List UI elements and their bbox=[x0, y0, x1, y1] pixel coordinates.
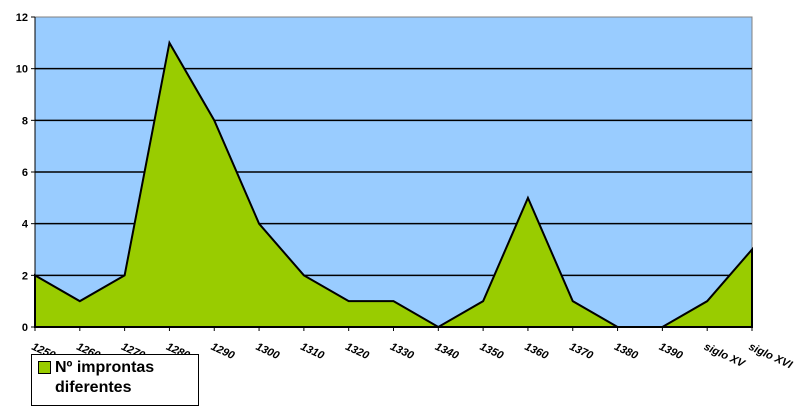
y-tick-label: 0 bbox=[22, 322, 28, 334]
y-axis-ticks: 0 2 4 6 8 10 12 bbox=[16, 12, 35, 334]
x-tick-label: 1380 bbox=[612, 341, 640, 363]
y-tick-label: 12 bbox=[16, 12, 28, 24]
x-tick-label: 1310 bbox=[299, 341, 327, 363]
series-area-fill bbox=[34, 40, 753, 329]
y-tick-label: 8 bbox=[22, 115, 28, 127]
x-tick-label: 1300 bbox=[254, 341, 282, 363]
legend-swatch bbox=[38, 361, 51, 374]
x-tick-label: 1330 bbox=[388, 341, 416, 363]
x-tick-label: 1350 bbox=[478, 341, 506, 363]
x-tick-label: 1370 bbox=[567, 341, 595, 363]
x-tick-label: 1390 bbox=[657, 341, 685, 363]
x-tick-label: siglo XV bbox=[702, 341, 748, 371]
y-tick-label: 2 bbox=[22, 270, 28, 282]
y-tick-label: 10 bbox=[16, 64, 28, 76]
y-tick-label: 6 bbox=[22, 167, 28, 179]
x-tick-label: 1290 bbox=[209, 341, 237, 363]
x-tick-label: 1340 bbox=[433, 341, 461, 363]
x-tick-label: 1320 bbox=[343, 341, 371, 363]
x-tick-label: siglo XVI bbox=[747, 341, 795, 372]
y-tick-label: 4 bbox=[22, 219, 29, 231]
x-tick-label: 1360 bbox=[523, 341, 551, 363]
legend: Nº improntas diferentes bbox=[31, 354, 199, 406]
legend-label: Nº improntas diferentes bbox=[55, 359, 155, 396]
